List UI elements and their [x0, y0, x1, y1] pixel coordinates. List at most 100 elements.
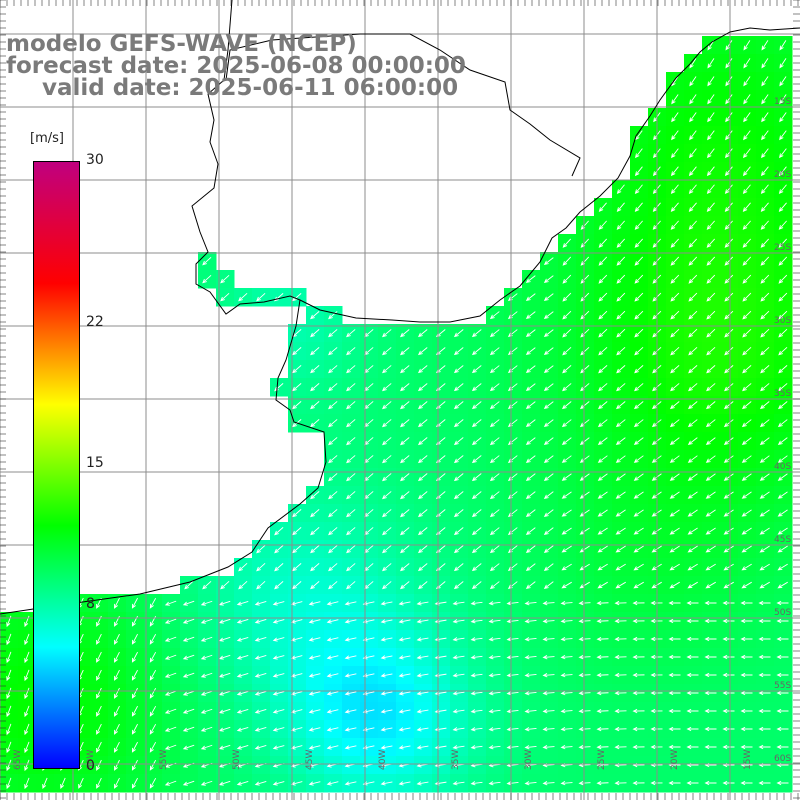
wind-arrow	[687, 455, 698, 463]
wind-arrow	[96, 759, 102, 771]
wind-arrow	[220, 292, 230, 302]
wind-arrow	[758, 672, 771, 678]
wind-arrow	[706, 184, 715, 195]
wind-arrow	[759, 437, 770, 446]
wind-arrow	[725, 112, 733, 123]
wind-arrow	[740, 744, 753, 750]
wind-arrow	[776, 600, 789, 606]
wind-arrow	[114, 759, 120, 771]
wind-arrow	[579, 581, 590, 589]
wind-arrow	[758, 600, 771, 606]
wind-arrow	[722, 744, 735, 750]
wind-arrow	[543, 491, 554, 500]
wind-arrow	[326, 727, 339, 732]
wind-arrow	[326, 619, 339, 624]
wind-arrow	[705, 491, 716, 499]
wind-arrow	[724, 328, 734, 338]
wind-arrow	[560, 709, 573, 714]
wind-arrow	[722, 708, 735, 714]
wind-arrow	[758, 744, 771, 750]
wind-arrow	[416, 619, 429, 624]
wind-arrow	[200, 780, 213, 786]
wind-arrow	[614, 708, 627, 714]
wind-arrow	[78, 777, 84, 789]
wind-arrow	[382, 455, 392, 464]
wind-arrow	[488, 745, 501, 750]
wind-arrow	[398, 781, 411, 786]
wind-arrow	[525, 437, 536, 446]
wind-arrow	[380, 619, 393, 624]
wind-arrow	[417, 383, 428, 392]
wind-arrow	[761, 76, 769, 87]
wind-arrow	[416, 637, 429, 642]
wind-arrow	[707, 148, 715, 159]
wind-arrow	[218, 780, 231, 786]
wind-arrow	[543, 347, 554, 356]
wind-arrow	[669, 473, 680, 481]
wind-arrow	[543, 257, 554, 266]
wind-arrow	[578, 744, 591, 750]
wind-arrow	[760, 202, 769, 212]
wind-arrow	[274, 581, 284, 590]
wind-arrow	[778, 256, 788, 266]
wind-arrow	[687, 563, 698, 571]
wind-arrow	[687, 401, 698, 410]
wind-arrow	[471, 473, 482, 482]
wind-arrow	[616, 220, 625, 230]
wind-arrow	[416, 781, 429, 786]
wind-arrow	[758, 618, 771, 624]
wind-arrow	[399, 383, 410, 392]
wind-arrow	[759, 419, 770, 428]
wind-arrow	[725, 94, 733, 105]
wind-arrow	[470, 655, 483, 660]
wind-arrow	[596, 690, 609, 696]
wind-arrow	[615, 401, 626, 410]
wind-arrow	[722, 780, 735, 786]
wind-arrow	[380, 601, 393, 606]
latitude-label: 15S	[774, 97, 791, 107]
wind-arrow	[668, 636, 681, 642]
wind-arrow	[182, 708, 195, 714]
wind-arrow	[399, 329, 410, 338]
wind-arrow	[632, 618, 645, 624]
wind-arrow	[453, 329, 464, 338]
wind-arrow	[256, 545, 266, 554]
wind-arrow	[416, 601, 429, 606]
wind-arrow	[398, 601, 411, 606]
wind-arrow	[758, 780, 771, 786]
wind-arrow	[579, 509, 590, 517]
wind-arrow	[687, 419, 698, 428]
wind-arrow	[398, 655, 411, 660]
wind-arrow	[761, 58, 769, 69]
wind-arrow	[706, 365, 716, 374]
wind-arrow	[131, 723, 138, 735]
wind-arrow	[633, 491, 644, 499]
wind-arrow	[380, 781, 393, 786]
wind-arrow	[579, 401, 590, 410]
wind-arrow	[328, 329, 338, 338]
wind-arrow	[689, 148, 697, 159]
wind-arrow	[328, 581, 338, 590]
wind-arrow	[399, 437, 410, 446]
wind-arrow	[596, 636, 609, 642]
wind-arrow	[274, 563, 284, 572]
wind-arrow	[688, 383, 698, 392]
wind-arrow	[707, 94, 715, 105]
wind-arrow	[417, 527, 428, 536]
wind-arrow	[453, 437, 464, 446]
wind-arrow	[131, 741, 138, 753]
wind-arrow	[346, 581, 356, 590]
wind-arrow	[759, 401, 770, 410]
wind-arrow	[670, 310, 680, 320]
wind-arrow	[759, 491, 770, 499]
wind-arrow	[326, 691, 339, 696]
wind-arrow	[488, 727, 501, 732]
wind-arrow	[344, 709, 357, 714]
wind-arrow	[416, 709, 429, 714]
wind-arrow	[164, 780, 177, 786]
wind-arrow	[524, 691, 537, 696]
wind-arrow	[218, 672, 231, 678]
wind-arrow	[470, 619, 483, 624]
wind-arrow	[398, 727, 411, 732]
wind-arrow	[561, 473, 572, 481]
